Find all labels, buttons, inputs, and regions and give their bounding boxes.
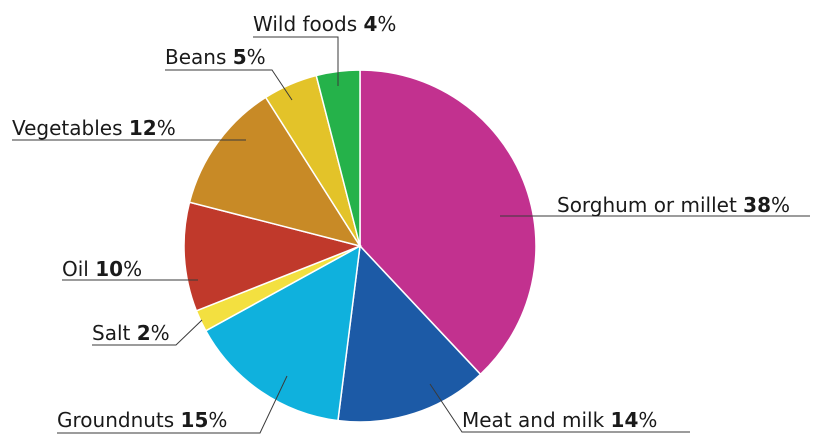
leader-line-wild-foods xyxy=(253,36,339,86)
label-unit: % xyxy=(247,45,266,69)
label-value: 2 xyxy=(137,321,151,345)
slice-oil xyxy=(183,201,363,312)
label-unit: % xyxy=(151,321,170,345)
label-name: Salt xyxy=(92,321,137,345)
label-value: 12 xyxy=(129,116,157,140)
leader-line-beans xyxy=(165,69,293,101)
label-unit: % xyxy=(638,408,657,432)
label-value: 5 xyxy=(233,45,247,69)
label-unit: % xyxy=(771,193,790,217)
label-meat-and-milk: Meat and milk 14% xyxy=(462,408,657,432)
label-groundnuts: Groundnuts 15% xyxy=(57,408,227,432)
label-vegetables: Vegetables 12% xyxy=(12,116,176,140)
label-name: Wild foods xyxy=(253,12,364,36)
slice-sorghum-or-millet xyxy=(359,69,537,376)
leader-line-meat-and-milk xyxy=(429,383,690,433)
label-oil: Oil 10% xyxy=(62,257,142,281)
label-value: 4 xyxy=(364,12,378,36)
slice-groundnuts xyxy=(204,244,361,422)
slice-vegetables xyxy=(188,96,362,248)
slice-meat-and-milk xyxy=(337,244,482,423)
label-value: 14 xyxy=(611,408,639,432)
label-unit: % xyxy=(208,408,227,432)
label-value: 15 xyxy=(181,408,209,432)
leader-line-salt xyxy=(92,319,203,346)
label-unit: % xyxy=(377,12,396,36)
label-name: Beans xyxy=(165,45,233,69)
label-name: Groundnuts xyxy=(57,408,181,432)
label-wild-foods: Wild foods 4% xyxy=(253,12,396,36)
label-beans: Beans 5% xyxy=(165,45,266,69)
label-sorghum-or-millet: Sorghum or millet 38% xyxy=(557,193,790,217)
label-value: 10 xyxy=(95,257,123,281)
leader-lines xyxy=(12,36,810,434)
leader-line-groundnuts xyxy=(57,375,288,434)
label-value: 38 xyxy=(743,193,771,217)
label-name: Oil xyxy=(62,257,95,281)
label-unit: % xyxy=(123,257,142,281)
label-name: Vegetables xyxy=(12,116,129,140)
pie-slices xyxy=(183,69,537,423)
label-name: Sorghum or millet xyxy=(557,193,743,217)
label-unit: % xyxy=(157,116,176,140)
label-name: Meat and milk xyxy=(462,408,611,432)
slice-labels: Sorghum or millet 38%Meat and milk 14%Gr… xyxy=(12,12,790,432)
label-salt: Salt 2% xyxy=(92,321,170,345)
